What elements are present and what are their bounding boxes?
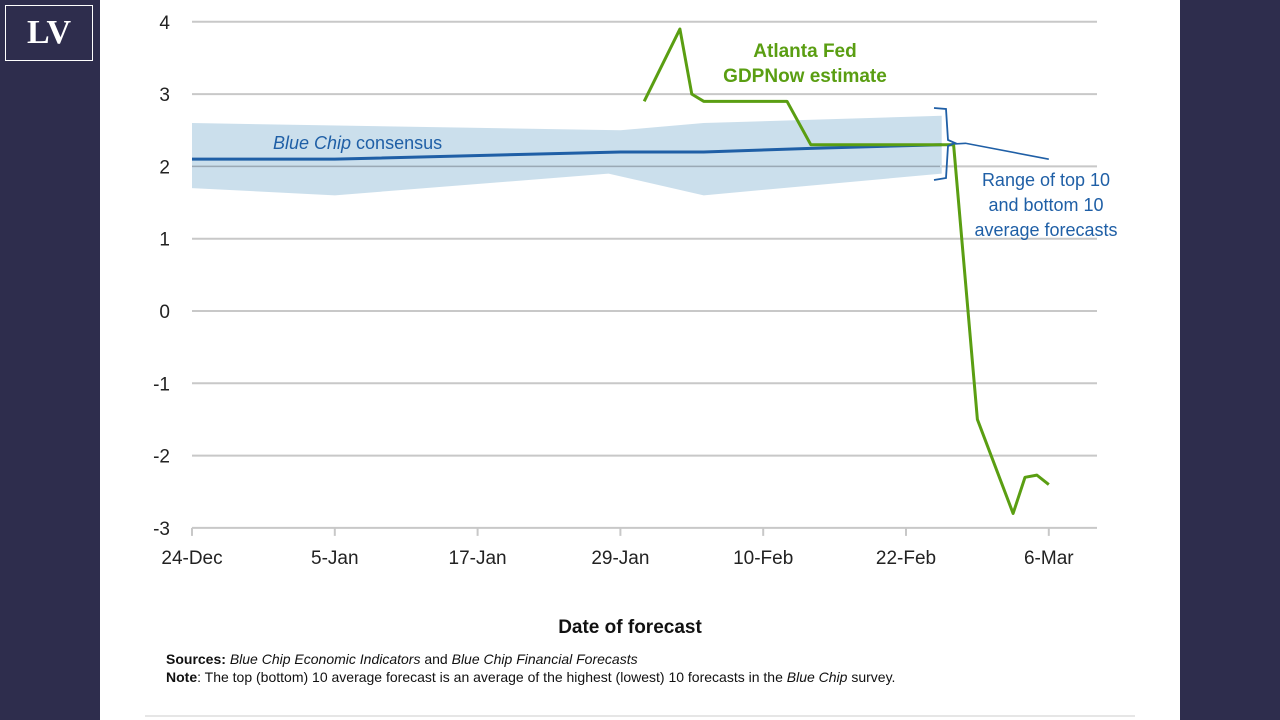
gdpnow-line [642, 27, 1050, 515]
x-axis-label: Date of forecast [558, 617, 702, 638]
consensus-label-rest: consensus [351, 133, 442, 153]
consensus-line [192, 143, 942, 161]
note-label: Note [166, 669, 198, 685]
range-label: Range of top 10 [982, 170, 1110, 190]
y-tick-label: -3 [153, 519, 170, 540]
y-tick-label: 4 [159, 13, 170, 34]
range-bracket [933, 107, 958, 181]
note-line: Note: The top (bottom) 10 average foreca… [166, 668, 1026, 686]
source-2: Blue Chip Financial Forecasts [451, 651, 638, 667]
x-tick-label: 22-Feb [876, 548, 936, 569]
y-tick-label: 0 [159, 302, 170, 323]
range-label: average forecasts [974, 220, 1117, 240]
y-tick-label: 3 [159, 85, 170, 106]
chart-panel [100, 0, 1180, 720]
note-italic: Blue Chip [786, 669, 848, 685]
y-tick-label: -2 [153, 447, 170, 468]
x-tick-label: 17-Jan [449, 548, 507, 569]
sources-label: Sources: [166, 651, 226, 667]
consensus-series-label: Blue Chip consensus [273, 133, 442, 153]
forecast-range-band [192, 115, 942, 196]
y-tick-label: 2 [159, 157, 170, 178]
x-tick-label: 29-Jan [591, 548, 649, 569]
x-tick-label: 5-Jan [311, 548, 359, 569]
sources-and: and [420, 651, 452, 667]
note-end: survey. [847, 669, 896, 685]
range-label: and bottom 10 [988, 195, 1103, 215]
note-text: : The top (bottom) 10 average forecast i… [197, 669, 787, 685]
divider [145, 715, 1135, 717]
y-tick-label: 1 [159, 230, 170, 251]
consensus-label-italic: Blue Chip [273, 133, 351, 153]
gdpnow-series-label: GDPNow estimate [723, 66, 887, 87]
chart-notes: Sources: Blue Chip Economic Indicators a… [166, 650, 1026, 686]
gdpnow-series-label: Atlanta Fed [753, 41, 856, 62]
x-tick-label: 24-Dec [161, 548, 222, 569]
consensus-line-extension [941, 142, 1049, 160]
x-tick-label: 6-Mar [1024, 548, 1074, 569]
lv-logo: LV [5, 5, 93, 61]
source-1: Blue Chip Economic Indicators [229, 651, 421, 667]
y-tick-label: -1 [153, 374, 170, 395]
sources-line: Sources: Blue Chip Economic Indicators a… [166, 650, 1026, 668]
x-tick-label: 10-Feb [733, 548, 793, 569]
